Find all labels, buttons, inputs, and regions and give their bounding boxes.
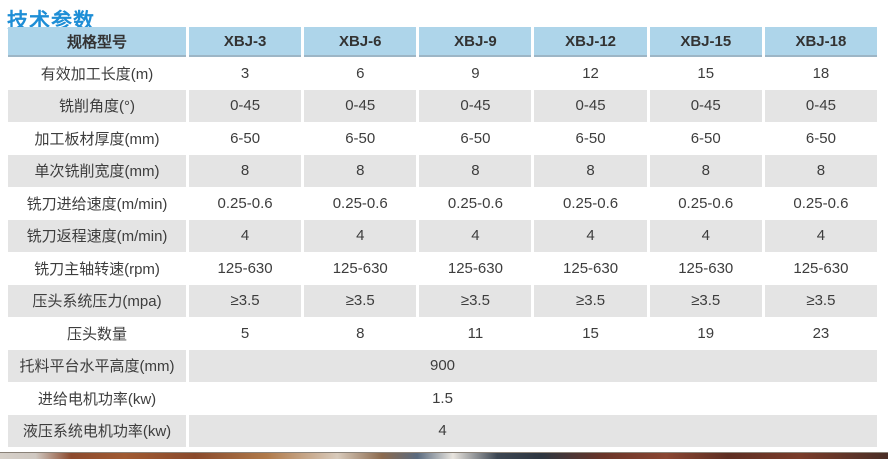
value-cell: 8 xyxy=(304,154,417,187)
spec-row: 压头系统压力(mpa) ≥3.5 ≥3.5 ≥3.5 ≥3.5 ≥3.5 ≥3.5 xyxy=(8,284,877,317)
spec-row: 单次铣削宽度(mm) 8 8 8 8 8 8 xyxy=(8,154,877,187)
value-cell: 0.25-0.6 xyxy=(764,187,877,220)
value-cell: 19 xyxy=(649,317,762,350)
row-label-cell: 压头系统压力(mpa) xyxy=(8,284,186,317)
value-cell: 0-45 xyxy=(649,89,762,122)
value-cell: 0.25-0.6 xyxy=(419,187,532,220)
row-label-cell: 托料平台水平高度(mm) xyxy=(8,349,186,382)
header-model-cell: XBJ-3 xyxy=(189,27,302,57)
value-cell: 8 xyxy=(304,317,417,350)
value-cell: 0.25-0.6 xyxy=(649,187,762,220)
value-cell: ≥3.5 xyxy=(419,284,532,317)
value-cell: 125-630 xyxy=(764,252,877,285)
value-cell: 125-630 xyxy=(419,252,532,285)
value-cell: 8 xyxy=(534,154,647,187)
merged-area-cell xyxy=(189,382,877,415)
row-label-cell: 铣刀进给速度(m/min) xyxy=(8,187,186,220)
row-label-cell: 铣刀返程速度(m/min) xyxy=(8,219,186,252)
value-cell: 23 xyxy=(764,317,877,350)
value-cell: 6-50 xyxy=(649,122,762,155)
value-cell: 8 xyxy=(649,154,762,187)
value-cell: 6-50 xyxy=(534,122,647,155)
value-cell: 125-630 xyxy=(189,252,302,285)
spec-row: 铣刀主轴转速(rpm) 125-630 125-630 125-630 125-630 1… xyxy=(8,252,877,285)
value-cell: 4 xyxy=(649,219,762,252)
value-cell: 18 xyxy=(764,57,877,90)
value-cell: 11 xyxy=(419,317,532,350)
merged-spec-row: 托料平台水平高度(mm) 900 xyxy=(8,349,877,382)
value-cell: 125-630 xyxy=(649,252,762,285)
value-cell: 125-630 xyxy=(534,252,647,285)
value-cell: 4 xyxy=(764,219,877,252)
table-header-row: 规格型号 XBJ-3 XBJ-6 XBJ-9 XBJ-12 XBJ-15 XBJ-18 xyxy=(8,27,877,57)
header-model-cell: XBJ-12 xyxy=(534,27,647,57)
value-cell: 125-630 xyxy=(304,252,417,285)
header-model-cell: XBJ-9 xyxy=(419,27,532,57)
merged-area-cell xyxy=(189,349,877,382)
header-label-cell: 规格型号 xyxy=(8,27,186,57)
value-cell: 8 xyxy=(764,154,877,187)
value-cell: 0.25-0.6 xyxy=(304,187,417,220)
value-cell: 4 xyxy=(189,219,302,252)
value-cell: 3 xyxy=(189,57,302,90)
spec-row: 铣削角度(°) 0-45 0-45 0-45 0-45 0-45 0-45 xyxy=(8,89,877,122)
value-cell: 6-50 xyxy=(764,122,877,155)
merged-spec-row: 液压系统电机功率(kw) 4 xyxy=(8,414,877,447)
spec-row: 铣刀进给速度(m/min) 0.25-0.6 0.25-0.6 0.25-0.6 0.2… xyxy=(8,187,877,220)
merged-area-cell xyxy=(189,414,877,447)
value-cell: 8 xyxy=(419,154,532,187)
value-cell: 0.25-0.6 xyxy=(534,187,647,220)
merged-spec-row: 进给电机功率(kw) 1.5 xyxy=(8,382,877,415)
row-label-cell: 液压系统电机功率(kw) xyxy=(8,414,186,447)
value-cell: 4 xyxy=(534,219,647,252)
row-label-cell: 有效加工长度(m) xyxy=(8,57,186,90)
spec-row: 铣刀返程速度(m/min) 4 4 4 4 4 4 xyxy=(8,219,877,252)
value-cell: 0-45 xyxy=(304,89,417,122)
value-cell: 12 xyxy=(534,57,647,90)
spec-table: 规格型号 XBJ-3 XBJ-6 XBJ-9 XBJ-12 XBJ-15 XBJ-18 有效加… xyxy=(8,27,877,447)
row-label-cell: 压头数量 xyxy=(8,317,186,350)
value-cell: 5 xyxy=(189,317,302,350)
value-cell: 0-45 xyxy=(189,89,302,122)
spec-row: 加工板材厚度(mm) 6-50 6-50 6-50 6-50 6-50 6-50 xyxy=(8,122,877,155)
value-cell: 0-45 xyxy=(534,89,647,122)
row-label-cell: 单次铣削宽度(mm) xyxy=(8,154,186,187)
value-cell: 6-50 xyxy=(304,122,417,155)
row-label-cell: 进给电机功率(kw) xyxy=(8,382,186,415)
value-cell: 4 xyxy=(419,219,532,252)
value-cell: ≥3.5 xyxy=(649,284,762,317)
value-cell: 6 xyxy=(304,57,417,90)
header-model-cell: XBJ-15 xyxy=(649,27,762,57)
value-cell: 8 xyxy=(189,154,302,187)
value-cell: ≥3.5 xyxy=(189,284,302,317)
value-cell: 6-50 xyxy=(189,122,302,155)
header-model-cell: XBJ-18 xyxy=(764,27,877,57)
value-cell: 0-45 xyxy=(419,89,532,122)
value-cell: 6-50 xyxy=(419,122,532,155)
value-cell: ≥3.5 xyxy=(534,284,647,317)
value-cell: ≥3.5 xyxy=(764,284,877,317)
row-label-cell: 加工板材厚度(mm) xyxy=(8,122,186,155)
value-cell: 15 xyxy=(534,317,647,350)
page-title: 技术参数 xyxy=(7,10,95,33)
value-cell: 0-45 xyxy=(764,89,877,122)
value-cell: 9 xyxy=(419,57,532,90)
row-label-cell: 铣刀主轴转速(rpm) xyxy=(8,252,186,285)
value-cell: 0.25-0.6 xyxy=(189,187,302,220)
value-cell: ≥3.5 xyxy=(304,284,417,317)
value-cell: 15 xyxy=(649,57,762,90)
value-cell: 4 xyxy=(304,219,417,252)
spec-row: 有效加工长度(m) 3 6 9 12 15 18 xyxy=(8,57,877,90)
spec-row: 压头数量 5 8 11 15 19 23 xyxy=(8,317,877,350)
header-model-cell: XBJ-6 xyxy=(304,27,417,57)
row-label-cell: 铣削角度(°) xyxy=(8,89,186,122)
photo-strip xyxy=(0,452,888,459)
